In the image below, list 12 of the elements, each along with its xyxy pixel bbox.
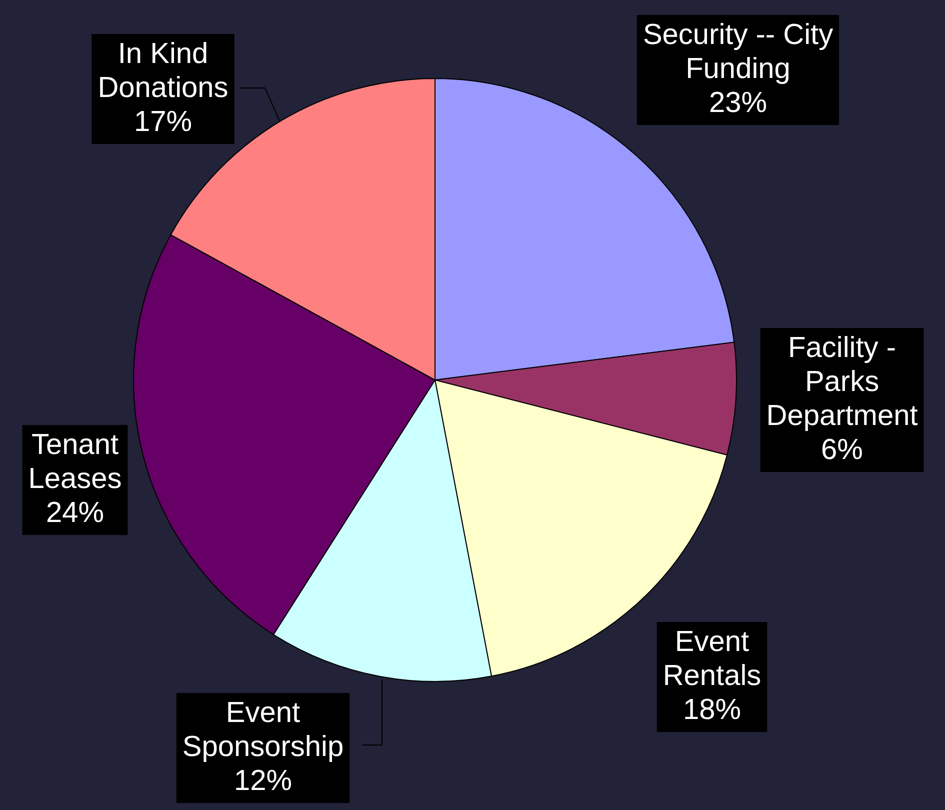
data-label: 12% xyxy=(234,765,292,797)
slice-label: Facility - Parks Department xyxy=(766,332,918,432)
data-label: 24% xyxy=(46,497,104,529)
slice-label: Security -- City Funding xyxy=(642,19,834,85)
data-label: 6% xyxy=(821,434,863,466)
slice-label: Event Rentals xyxy=(662,626,762,692)
slice-label: Event Sponsorship xyxy=(182,697,344,763)
data-label: 18% xyxy=(682,694,742,726)
data-label: 23% xyxy=(708,87,768,119)
slice-label: Tenant Leases xyxy=(28,429,122,495)
data-label: 17% xyxy=(134,106,192,138)
slice-label: In Kind Donations xyxy=(98,38,228,104)
